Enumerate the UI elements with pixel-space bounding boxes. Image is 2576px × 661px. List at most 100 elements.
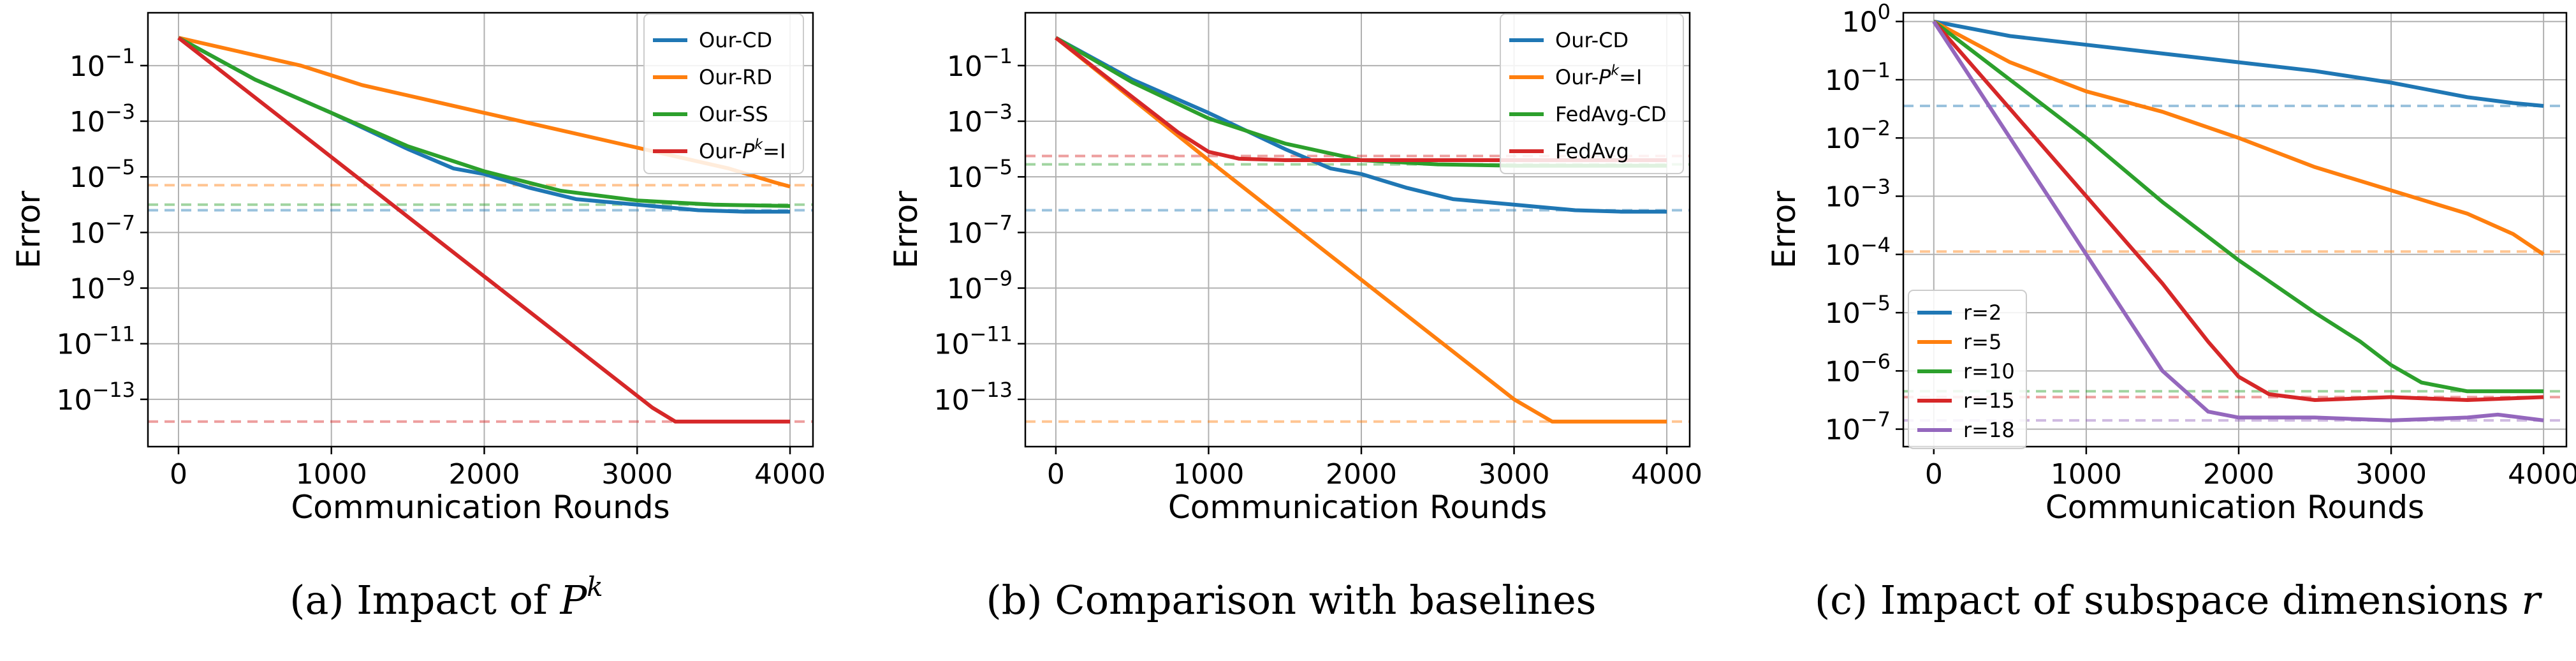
superscript-part: k bbox=[754, 137, 763, 153]
superscript-part: k bbox=[1611, 63, 1620, 79]
text-part: FedAvg-CD bbox=[1555, 102, 1666, 126]
text-part: r=5 bbox=[1963, 330, 2002, 354]
y-tick-label: 10−11 bbox=[56, 322, 135, 361]
y-tick-exponent: −1 bbox=[983, 44, 1013, 68]
x-tick-label: 0 bbox=[1047, 458, 1065, 491]
text-part: Our- bbox=[1555, 65, 1599, 89]
y-tick-base: 10 bbox=[933, 329, 969, 361]
y-tick-exponent: −3 bbox=[983, 100, 1013, 124]
series-line-Our-SS bbox=[177, 36, 791, 208]
y-tick-base: 10 bbox=[1825, 181, 1861, 214]
text-part: Our-CD bbox=[1555, 28, 1628, 52]
superscript-part: k bbox=[587, 571, 603, 602]
y-tick-label: 10−1 bbox=[1825, 58, 1891, 97]
y-tick-label: 10−7 bbox=[947, 211, 1013, 249]
y-tick-base: 10 bbox=[947, 273, 983, 306]
text-part: r=10 bbox=[1963, 359, 2015, 383]
series-line-Our-P^k=I bbox=[177, 36, 790, 424]
panel-caption: (b) Comparison with baselines bbox=[986, 577, 1597, 623]
text-after-part: =I bbox=[763, 139, 786, 163]
y-tick-label: 10−9 bbox=[947, 267, 1013, 306]
text-part: r=15 bbox=[1963, 389, 2015, 413]
text-part: Our-CD bbox=[699, 28, 772, 52]
chart-panel-2: 0 1000 2000 3000 400010−110−310−510−710−910−… bbox=[888, 11, 1702, 623]
y-tick-base: 10 bbox=[947, 217, 983, 249]
y-tick-exponent: −3 bbox=[1861, 175, 1891, 199]
y-tick-label: 10−2 bbox=[1825, 116, 1891, 155]
y-tick-base: 10 bbox=[933, 384, 969, 417]
legend-box bbox=[1908, 290, 2027, 449]
y-tick-exponent: −5 bbox=[1861, 291, 1891, 315]
plot-frame bbox=[147, 11, 814, 448]
y-axis-label: Error bbox=[888, 191, 925, 269]
y-tick-label: 100 bbox=[1842, 0, 1891, 39]
y-tick-exponent: −1 bbox=[1861, 58, 1891, 82]
x-tick-label: 0 bbox=[170, 458, 187, 491]
text-part: Our- bbox=[699, 139, 742, 163]
y-tick-label: 10−13 bbox=[933, 378, 1013, 417]
y-tick-exponent: 0 bbox=[1878, 0, 1891, 24]
y-tick-label: 10−5 bbox=[1825, 291, 1891, 330]
y-tick-base: 10 bbox=[947, 106, 983, 138]
y-tick-label: 10−3 bbox=[1825, 175, 1891, 214]
text-part: (b) Comparison with baselines bbox=[986, 577, 1597, 623]
legend-label-r=18: r=18 bbox=[1963, 418, 2015, 442]
series-line-FedAvg bbox=[1055, 36, 1667, 162]
legend-box bbox=[1500, 13, 1684, 174]
y-tick-exponent: −13 bbox=[92, 378, 135, 402]
x-tick-label: 2000 bbox=[1326, 458, 1397, 491]
y-tick-base: 10 bbox=[70, 161, 105, 194]
y-tick-label: 10−13 bbox=[56, 378, 135, 417]
x-axis-label: Communication Rounds bbox=[2045, 489, 2424, 526]
y-tick-base: 10 bbox=[56, 329, 92, 361]
text-after-part: =I bbox=[1619, 65, 1642, 89]
y-tick-label: 10−1 bbox=[947, 44, 1013, 83]
y-tick-exponent: −7 bbox=[983, 211, 1013, 235]
y-tick-base: 10 bbox=[70, 217, 105, 249]
legend-box bbox=[643, 13, 804, 174]
y-axis-label: Error bbox=[10, 191, 47, 269]
y-tick-base: 10 bbox=[1825, 239, 1861, 272]
x-axis-label: Communication Rounds bbox=[1168, 489, 1547, 526]
y-tick-base: 10 bbox=[1825, 64, 1861, 97]
y-tick-exponent: −7 bbox=[105, 211, 135, 235]
y-tick-label: 10−3 bbox=[947, 100, 1013, 138]
legend-label-Our-P^k=I: Our-Pk=I bbox=[1555, 63, 1642, 89]
chart-panel-3: 0 1000 2000 3000 400010010−110−210−310−410−5… bbox=[1766, 0, 2576, 623]
y-tick-label: 10−7 bbox=[70, 211, 135, 249]
text-part: FedAvg bbox=[1555, 139, 1629, 163]
y-tick-label: 10−1 bbox=[70, 44, 135, 83]
series-line-r=5 bbox=[1933, 20, 2545, 256]
x-tick-label: 0 bbox=[1925, 458, 1943, 491]
panel-caption: (c) Impact of subspace dimensions r bbox=[1815, 577, 2542, 623]
plot-frame bbox=[1024, 11, 1691, 448]
y-tick-exponent: −7 bbox=[1861, 408, 1891, 432]
series-line-r=2 bbox=[1933, 19, 2544, 108]
y-tick-base: 10 bbox=[1825, 414, 1861, 447]
y-tick-label: 10−6 bbox=[1825, 349, 1891, 388]
y-tick-exponent: −13 bbox=[969, 378, 1013, 402]
series-line-Our-P^k=I bbox=[1055, 36, 1667, 424]
y-tick-exponent: −11 bbox=[92, 322, 135, 346]
y-tick-base: 10 bbox=[70, 106, 105, 138]
y-tick-exponent: −2 bbox=[1861, 116, 1891, 140]
y-tick-exponent: −5 bbox=[105, 155, 135, 179]
legend-label-r=2: r=2 bbox=[1963, 301, 2002, 325]
y-tick-exponent: −5 bbox=[983, 155, 1013, 179]
legend-label-r=10: r=10 bbox=[1963, 359, 2015, 383]
text-part: r=2 bbox=[1963, 301, 2002, 325]
y-tick-base: 10 bbox=[70, 50, 105, 83]
y-tick-label: 10−9 bbox=[70, 267, 135, 306]
y-tick-base: 10 bbox=[947, 161, 983, 194]
math-part: P bbox=[560, 577, 588, 623]
series-line-r=10 bbox=[1932, 20, 2544, 394]
text-part: r=18 bbox=[1963, 418, 2015, 442]
y-tick-exponent: −3 bbox=[105, 100, 135, 124]
x-tick-label: 4000 bbox=[1631, 458, 1702, 491]
x-tick-label: 3000 bbox=[1479, 458, 1550, 491]
x-tick-label: 3000 bbox=[601, 458, 673, 491]
y-tick-label: 10−3 bbox=[70, 100, 135, 138]
y-tick-base: 10 bbox=[947, 50, 983, 83]
